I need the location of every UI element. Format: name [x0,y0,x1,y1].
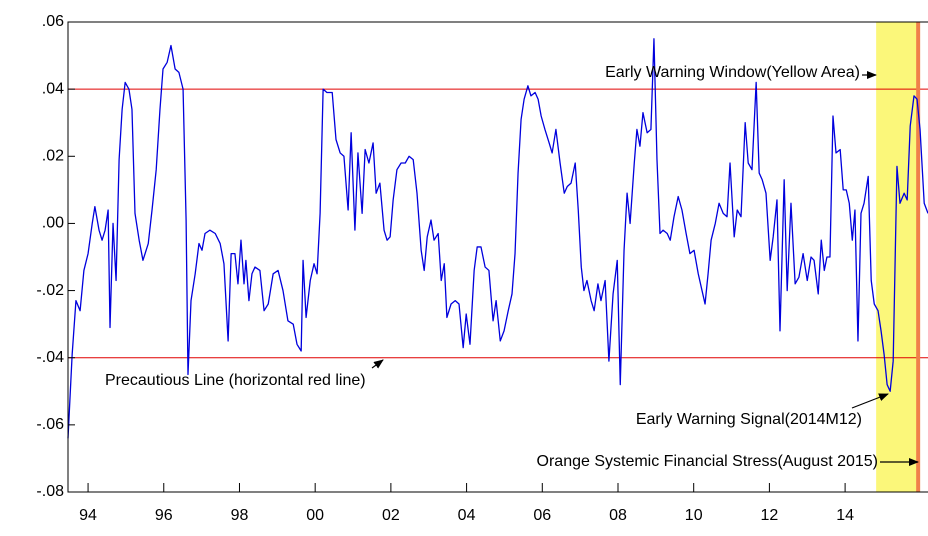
x-tick-label: 10 [685,507,703,524]
shaded-region [876,22,919,492]
axes-layer: .06 .04 .02 .00 -.02 -.04 -.06 -.08 94 96 98 00 02 04… [36,13,854,524]
x-tick-label: 96 [155,507,173,524]
x-tick-label: 94 [79,507,97,524]
annotation: Early Warning Signal(2014M12) [636,411,862,428]
y-tick-label: -.02 [36,282,64,299]
x-tick-label: 04 [458,507,476,524]
annotation: Precautious Line (horizontal red line) [105,372,366,389]
x-tick-label: 14 [836,507,854,524]
x-tick-label: 02 [382,507,400,524]
annotation-layer: Early Warning Window(Yellow Area) Precau… [105,64,878,470]
x-tick-label: 12 [761,507,779,524]
data-layer [67,38,928,439]
x-tick-label: 00 [306,507,324,524]
y-tick-label: .06 [42,13,64,30]
y-tick-label: -.04 [36,349,64,366]
annotation: Orange Systemic Financial Stress(August … [537,453,878,470]
y-tick-label: .02 [42,148,64,165]
y-tick-label: .00 [42,215,64,232]
arrow [371,359,384,369]
plot-frame [67,21,928,493]
x-tick-label: 98 [231,507,249,524]
y-tick-label: -.08 [36,483,64,500]
y-tick-label: -.06 [36,416,64,433]
arrow [851,393,889,409]
annotation: Early Warning Window(Yellow Area) [605,64,860,81]
y-tick-label: .04 [42,80,64,97]
background-layer [68,22,928,492]
x-tick-label: 08 [609,507,627,524]
x-tick-label: 06 [533,507,551,524]
data-line [67,38,928,439]
annotation-arrows [371,71,919,466]
